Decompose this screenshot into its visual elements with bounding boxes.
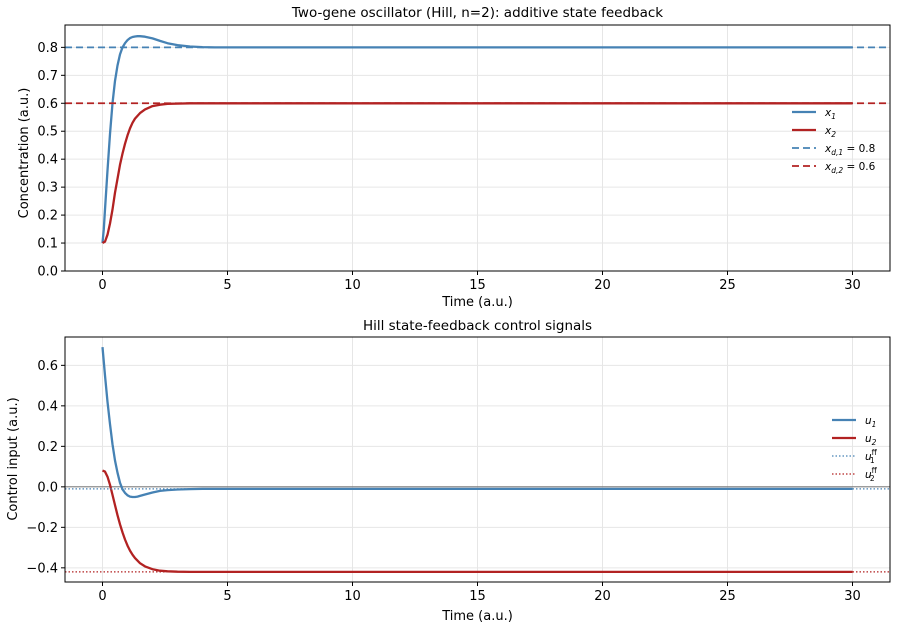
y-tick-label: 0.0 (37, 480, 58, 495)
chart-title: Two-gene oscillator (Hill, n=2): additiv… (291, 5, 663, 21)
legend-entry: uff 2 (865, 466, 878, 483)
x-tick-label: 20 (594, 589, 611, 604)
x-tick-label: 5 (223, 278, 231, 293)
y-tick-label: 0.2 (37, 440, 58, 455)
x-axis-label: Time (a.u.) (441, 295, 513, 310)
y-axis-label: Concentration (a.u.) (17, 88, 32, 219)
x-tick-label: 10 (344, 278, 361, 293)
y-axis-label: Control input (a.u.) (6, 397, 21, 520)
x-tick-label: 10 (344, 589, 361, 604)
legend-entry: uff 1 (865, 448, 878, 465)
x-tick-label: 30 (844, 589, 861, 604)
x-tick-label: 0 (98, 278, 106, 293)
y-tick-label: 0.4 (37, 153, 58, 168)
concentration-chart: Two-gene oscillator (Hill, n=2): additiv… (17, 5, 891, 310)
legend-entry: u1 (865, 415, 876, 429)
chart-title: Hill state-feedback control signals (363, 318, 592, 334)
legend-entry: xd,1 = 0.8 (824, 143, 875, 157)
x-tick-label: 30 (844, 278, 861, 293)
y-tick-label: 0.3 (37, 181, 58, 196)
legend-entry: x1 (824, 107, 836, 121)
x-tick-label: 25 (719, 278, 736, 293)
legend-entry: x2 (824, 125, 836, 139)
y-tick-label: 0.1 (37, 237, 58, 252)
x-tick-label: 20 (594, 278, 611, 293)
x-axis-label: Time (a.u.) (441, 609, 513, 624)
x-tick-label: 15 (469, 589, 486, 604)
y-tick-label: 0.6 (37, 97, 58, 112)
y-tick-label: −0.4 (26, 561, 58, 576)
y-tick-label: 0.6 (37, 359, 58, 374)
y-tick-label: 0.7 (37, 69, 58, 84)
x-tick-label: 25 (719, 589, 736, 604)
y-tick-label: 0.5 (37, 125, 58, 140)
y-tick-label: 0.2 (37, 209, 58, 224)
x-tick-label: 5 (223, 589, 231, 604)
legend-entry: u2 (865, 433, 877, 447)
y-tick-label: 0.8 (37, 41, 58, 56)
y-tick-label: 0.0 (37, 265, 58, 280)
x-tick-label: 15 (469, 278, 486, 293)
control-signals-chart: Hill state-feedback control signals Time… (6, 318, 891, 624)
series-line-u-1 (101, 346, 853, 499)
x-tick-label: 0 (98, 589, 106, 604)
y-tick-label: 0.4 (37, 399, 58, 414)
y-tick-label: −0.2 (26, 521, 58, 536)
legend: x1 x2 xd,1 = 0.8 xd,2 = 0.6 (792, 107, 876, 175)
legend-entry: xd,2 = 0.6 (824, 161, 876, 175)
